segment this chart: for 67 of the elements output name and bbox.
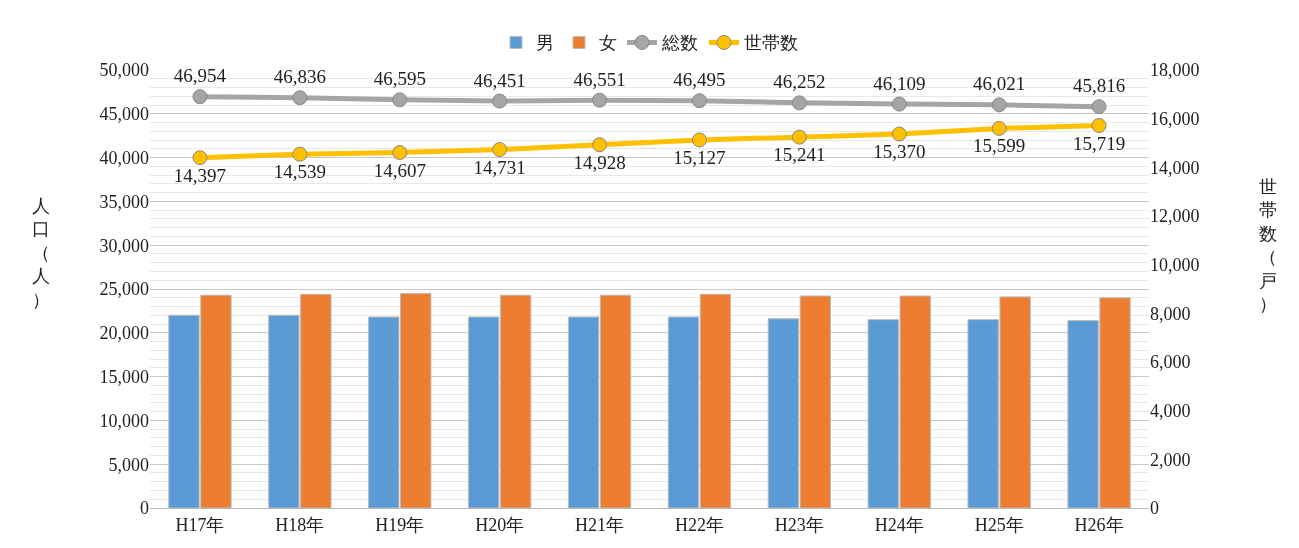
y-tick-label: 5,000 bbox=[108, 454, 149, 475]
point bbox=[1091, 99, 1107, 115]
y2-tick-label: 16,000 bbox=[1150, 108, 1200, 129]
point bbox=[891, 96, 907, 112]
y2-tick-label: 14,000 bbox=[1150, 157, 1200, 178]
data-label: 15,719 bbox=[1072, 132, 1126, 154]
y2-tick-label: 10,000 bbox=[1150, 254, 1200, 275]
y2-tick-label: 18,000 bbox=[1150, 60, 1200, 81]
x-tick-label: H25年 bbox=[974, 514, 1024, 535]
data-label: 46,836 bbox=[273, 66, 326, 88]
x-tick-label: H19年 bbox=[375, 514, 425, 535]
y-tick-label: 25,000 bbox=[99, 279, 149, 300]
legend-label: 総数 bbox=[661, 32, 698, 54]
legend-label: 世帯数 bbox=[744, 32, 798, 54]
point bbox=[492, 93, 508, 109]
y-tick-label: 20,000 bbox=[99, 323, 149, 344]
y2-tick-label: 8,000 bbox=[1150, 303, 1191, 324]
data-label: 45,816 bbox=[1072, 75, 1126, 97]
data-label: 14,731 bbox=[473, 156, 526, 178]
data-label: 15,241 bbox=[773, 144, 826, 166]
x-tick-label: H20年 bbox=[475, 514, 525, 535]
legend-label: 男 bbox=[536, 32, 554, 54]
point bbox=[392, 92, 408, 108]
y-axis-title: 人口（人） bbox=[32, 195, 50, 310]
y-tick-label: 50,000 bbox=[99, 60, 149, 81]
y-tick-label: 45,000 bbox=[99, 104, 149, 125]
data-label: 14,607 bbox=[373, 159, 426, 181]
point bbox=[991, 97, 1007, 113]
y-tick-label: 15,000 bbox=[99, 366, 149, 387]
data-label: 46,551 bbox=[573, 68, 626, 90]
y2-tick-label: 2,000 bbox=[1150, 449, 1191, 470]
x-tick-label: H21年 bbox=[575, 514, 625, 535]
y2-tick-label: 6,000 bbox=[1150, 352, 1191, 373]
point bbox=[592, 92, 608, 108]
data-label: 46,595 bbox=[373, 68, 426, 90]
x-tick-label: H18年 bbox=[275, 514, 325, 535]
y-tick-label: 10,000 bbox=[99, 410, 149, 431]
y2-tick-label: 12,000 bbox=[1150, 206, 1200, 227]
point bbox=[791, 95, 807, 111]
data-label: 46,252 bbox=[773, 71, 826, 93]
y2-axis-title: 世帯数（戸） bbox=[1259, 176, 1277, 314]
point bbox=[192, 89, 208, 105]
data-label: 14,397 bbox=[173, 164, 227, 186]
legend-label: 女 bbox=[599, 32, 617, 54]
data-label: 15,370 bbox=[873, 141, 926, 162]
y-tick-label: 35,000 bbox=[99, 191, 149, 212]
y2-tick-label: 0 bbox=[1150, 498, 1159, 519]
x-tick-label: H17年 bbox=[175, 514, 225, 535]
point bbox=[292, 90, 308, 106]
x-tick-label: H22年 bbox=[674, 514, 724, 535]
data-label: 46,021 bbox=[973, 73, 1026, 95]
data-label: 14,928 bbox=[573, 151, 626, 173]
x-tick-label: H26年 bbox=[1074, 514, 1124, 535]
data-label: 15,127 bbox=[673, 146, 726, 168]
y-tick-label: 0 bbox=[140, 498, 149, 519]
data-label: 46,954 bbox=[173, 65, 227, 87]
y-tick-label: 30,000 bbox=[99, 235, 149, 256]
x-tick-label: H23年 bbox=[774, 514, 824, 535]
data-label: 46,109 bbox=[873, 72, 926, 94]
point bbox=[691, 93, 707, 109]
x-tick-label: H24年 bbox=[874, 514, 924, 535]
data-label: 46,451 bbox=[473, 69, 526, 91]
data-label: 14,539 bbox=[273, 161, 326, 183]
data-label: 46,495 bbox=[673, 69, 726, 91]
data-label: 15,599 bbox=[973, 135, 1026, 157]
y2-tick-label: 4,000 bbox=[1150, 400, 1191, 421]
y-tick-label: 40,000 bbox=[99, 147, 149, 168]
